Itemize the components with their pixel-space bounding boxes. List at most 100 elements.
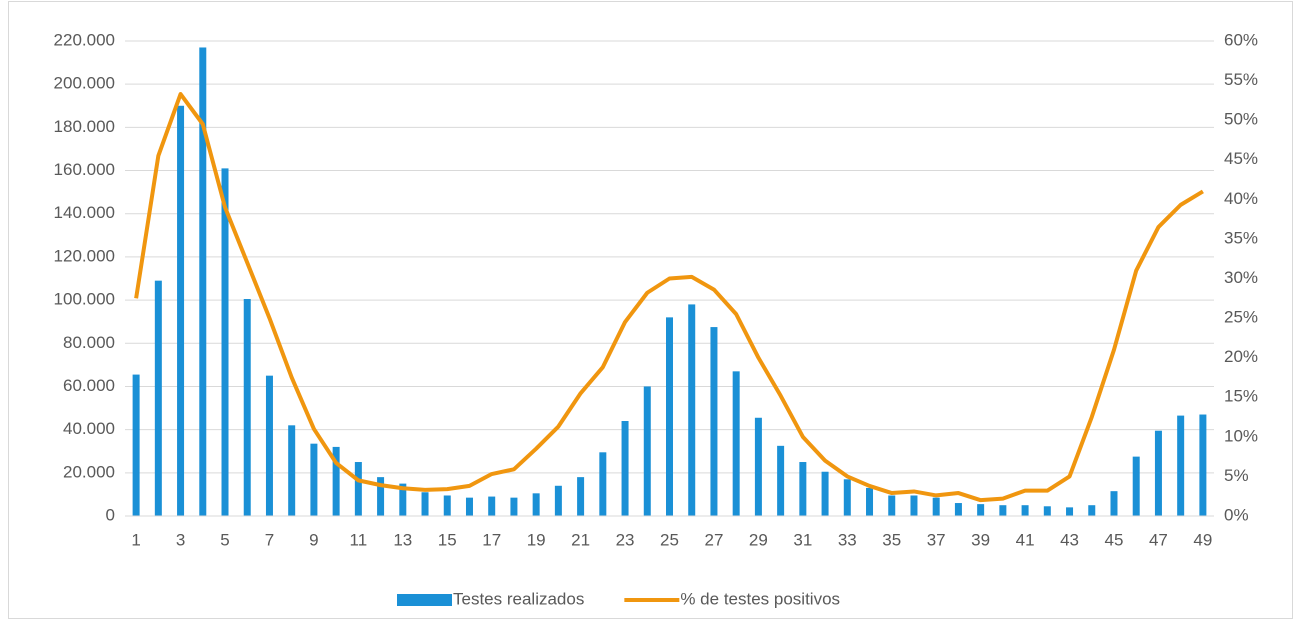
bar <box>621 421 629 516</box>
x-tick-label: 13 <box>393 530 412 549</box>
x-tick-label: 27 <box>704 530 723 549</box>
x-tick-label: 17 <box>482 530 501 549</box>
y-tick-label: 180.000 <box>54 117 115 136</box>
x-tick-label: 19 <box>527 530 546 549</box>
y2-tick-label: 10% <box>1224 426 1258 445</box>
x-tick-label: 1 <box>131 530 140 549</box>
bar <box>910 495 918 516</box>
bar <box>1043 506 1051 516</box>
y-tick-label: 80.000 <box>63 333 115 352</box>
x-tick-label: 7 <box>265 530 274 549</box>
y-tick-label: 0 <box>106 505 115 524</box>
bar <box>554 485 562 516</box>
y-tick-label: 40.000 <box>63 419 115 438</box>
bar <box>666 317 673 516</box>
bar <box>132 374 140 516</box>
bar <box>421 492 429 516</box>
x-tick-label: 15 <box>438 530 457 549</box>
bar <box>577 477 585 516</box>
bar <box>510 497 518 516</box>
bar <box>599 452 607 516</box>
x-tick-label: 35 <box>882 530 901 549</box>
bar <box>265 375 273 516</box>
bar <box>1154 430 1162 516</box>
bar <box>488 496 496 516</box>
bar <box>1110 491 1118 516</box>
bar <box>1177 415 1185 516</box>
bar <box>1021 505 1029 516</box>
bar <box>932 497 940 516</box>
y-tick-label: 20.000 <box>63 462 115 481</box>
x-tick-label: 29 <box>749 530 768 549</box>
x-tick-label: 5 <box>220 530 229 549</box>
bar <box>399 483 407 516</box>
bar <box>799 462 807 516</box>
x-tick-label: 49 <box>1193 530 1212 549</box>
y2-tick-label: 55% <box>1224 70 1258 89</box>
x-tick-label: 47 <box>1149 530 1168 549</box>
bar <box>1066 507 1074 516</box>
bar <box>777 445 785 516</box>
bar <box>710 327 718 516</box>
bar <box>443 495 451 516</box>
x-tick-label: 31 <box>793 530 812 549</box>
legend-label: Testes realizados <box>453 589 584 608</box>
y-tick-label: 140.000 <box>54 203 115 222</box>
bar <box>465 497 473 516</box>
x-tick-label: 11 <box>350 530 368 549</box>
x-tick-label: 3 <box>176 530 185 549</box>
bar <box>888 495 896 516</box>
bar <box>754 417 762 516</box>
y2-tick-label: 0% <box>1224 505 1249 524</box>
y2-tick-label: 5% <box>1224 466 1249 485</box>
x-tick-label: 25 <box>660 530 679 549</box>
y-tick-label: 200.000 <box>54 74 115 93</box>
bar <box>310 443 318 516</box>
y-tick-label: 220.000 <box>54 30 115 49</box>
bar <box>243 299 251 516</box>
y-tick-label: 100.000 <box>54 290 115 309</box>
bar <box>154 280 162 516</box>
y2-tick-label: 60% <box>1224 30 1258 49</box>
y2-tick-label: 15% <box>1224 387 1258 406</box>
bar <box>732 371 740 516</box>
x-tick-label: 39 <box>971 530 990 549</box>
bar <box>1132 456 1140 516</box>
bar <box>332 446 340 516</box>
y2-tick-label: 35% <box>1224 228 1258 247</box>
bar <box>954 503 962 516</box>
y-tick-label: 160.000 <box>54 160 115 179</box>
bar <box>1088 505 1096 516</box>
bar <box>354 462 362 516</box>
x-tick-label: 21 <box>571 530 590 549</box>
x-tick-label: 41 <box>1016 530 1035 549</box>
y-tick-label: 120.000 <box>54 246 115 265</box>
bar <box>977 504 985 516</box>
bar <box>843 479 851 516</box>
bar <box>821 471 829 516</box>
x-tick-label: 33 <box>838 530 857 549</box>
bar <box>532 493 540 516</box>
x-tick-label: 43 <box>1060 530 1079 549</box>
y2-tick-label: 25% <box>1224 308 1258 327</box>
bar <box>1199 414 1207 516</box>
bar <box>688 304 696 516</box>
bar <box>999 505 1007 516</box>
line <box>134 92 1204 503</box>
bar <box>177 105 185 516</box>
y2-tick-label: 40% <box>1224 189 1258 208</box>
x-tick-label: 37 <box>927 530 946 549</box>
bar <box>866 487 874 516</box>
y2-tick-label: 50% <box>1224 110 1258 129</box>
bar <box>377 477 385 516</box>
bar <box>643 386 651 516</box>
bar <box>199 47 207 517</box>
bar <box>288 425 296 516</box>
y2-tick-label: 20% <box>1224 347 1258 366</box>
y2-tick-label: 45% <box>1224 149 1258 168</box>
x-tick-label: 9 <box>309 530 318 549</box>
x-tick-label: 23 <box>616 530 635 549</box>
y2-tick-label: 30% <box>1224 268 1258 287</box>
bar <box>221 168 229 517</box>
